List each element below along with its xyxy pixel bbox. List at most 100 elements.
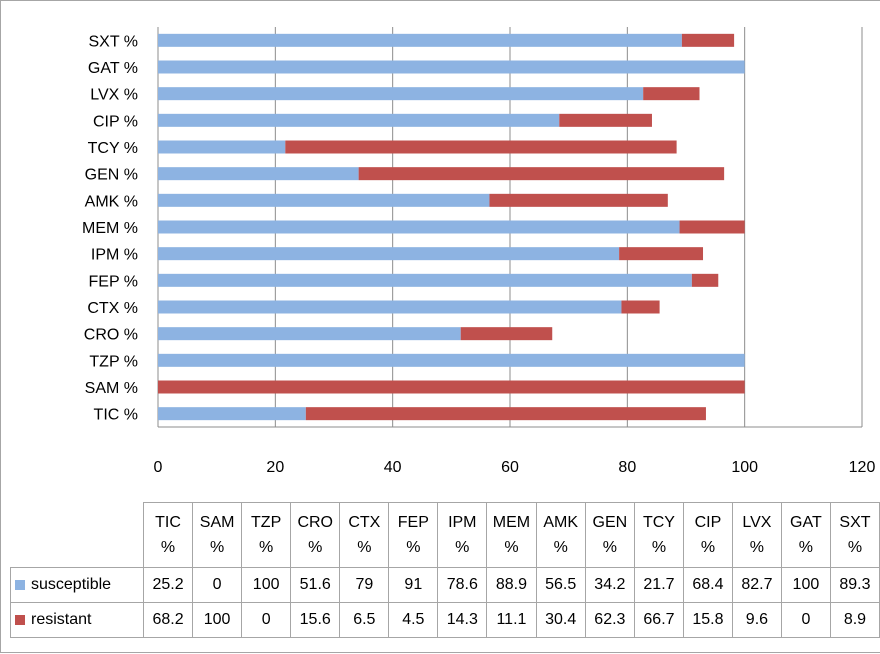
table-header-cell: FEP% (388, 502, 439, 568)
bar-susceptible (158, 327, 461, 341)
bar-resistant (460, 327, 553, 341)
bar-susceptible (158, 193, 490, 207)
y-category-label: LVX % (90, 87, 138, 104)
table-cell: 8.9 (829, 602, 880, 638)
table-cell: 0 (241, 602, 292, 638)
table-cell: 15.8 (682, 602, 733, 638)
bar-resistant (559, 113, 652, 127)
table-header-cell: TZP% (241, 502, 292, 568)
resistant-swatch (15, 614, 25, 625)
table-header-cell: IPM% (437, 502, 488, 568)
y-category-label: GAT % (88, 60, 138, 77)
bar-susceptible (158, 113, 560, 127)
data-table: TIC% SAM% TZP% CRO% CTX% FEP% IPM% MEM% AMK% GEN%… (9, 502, 880, 638)
table-header-cell: LVX% (731, 502, 782, 568)
table-row-susceptible: susceptible 25.2 0 100 51.6 79 91 78.6 88.9 56.5… (9, 567, 880, 603)
table-cell: 30.4 (535, 602, 586, 638)
y-category-label: CTX % (87, 300, 138, 317)
table-cell: 79 (339, 567, 390, 603)
table-header-cell: GAT% (780, 502, 831, 568)
table-cell: 62.3 (584, 602, 635, 638)
y-category-label: SXT % (89, 33, 139, 50)
legend-resistant-label: resistant (31, 611, 92, 628)
table-header-cell: MEM% (486, 502, 537, 568)
table-header-cell: CRO% (290, 502, 341, 568)
table-cell: 9.6 (731, 602, 782, 638)
table-header-cell: CTX% (339, 502, 390, 568)
table-cell: 100 (192, 602, 243, 638)
legend-susceptible-label: susceptible (31, 576, 112, 593)
table-header-cell: AMK% (535, 502, 586, 568)
table-cell: 34.2 (584, 567, 635, 603)
x-axis-labels: 0 20 40 60 80 100 120 (154, 459, 876, 476)
bar-susceptible (158, 87, 644, 101)
y-category-label: AMK % (85, 193, 138, 210)
y-category-label: TIC % (94, 407, 138, 424)
bar-susceptible (158, 407, 306, 421)
bar-susceptible (158, 60, 745, 74)
bar-resistant (285, 140, 677, 154)
y-category-label: CRO % (84, 327, 138, 344)
bar-susceptible (158, 247, 620, 261)
table-cell: 91 (388, 567, 439, 603)
bar-susceptible (158, 33, 682, 47)
table-header-row: TIC% SAM% TZP% CRO% CTX% FEP% IPM% MEM% AMK% GEN%… (10, 502, 880, 568)
table-cell: 11.1 (486, 602, 537, 638)
table-cell: 0 (780, 602, 831, 638)
y-category-label: SAM % (85, 380, 138, 397)
y-axis-labels: TIC % SAM % TZP % CRO % CTX % FEP % IPM % MEM %… (82, 33, 138, 423)
table-cell: 88.9 (486, 567, 537, 603)
table-header-cell: SXT% (829, 502, 880, 568)
y-category-label: MEM % (82, 220, 138, 237)
table-header-cell: TIC% (143, 502, 194, 568)
bar-susceptible (158, 167, 359, 181)
y-category-label: TCY % (88, 140, 138, 157)
table-cell: 51.6 (290, 567, 341, 603)
table-corner (10, 502, 145, 568)
table-cell: 56.5 (535, 567, 586, 603)
table-cell: 100 (780, 567, 831, 603)
table-header-cell: SAM% (192, 502, 243, 568)
y-category-label: CIP % (93, 113, 138, 130)
table-cell: 21.7 (633, 567, 684, 603)
legend-susceptible: susceptible (9, 567, 145, 603)
table-cell: 78.6 (437, 567, 488, 603)
x-tick-label: 60 (501, 459, 519, 476)
bar-susceptible (158, 353, 745, 367)
bar-resistant (681, 33, 735, 47)
y-category-label: FEP % (89, 273, 139, 290)
table-cell: 0 (192, 567, 243, 603)
table-cell: 100 (241, 567, 292, 603)
table-cell: 25.2 (143, 567, 194, 603)
table-cell: 15.6 (290, 602, 341, 638)
bar-resistant (621, 300, 660, 314)
table-row-resistant: resistant 68.2 100 0 15.6 6.5 4.5 14.3 11.1 30.4… (9, 602, 880, 638)
bar-susceptible (158, 140, 286, 154)
bar-resistant (679, 220, 745, 234)
table-cell: 66.7 (633, 602, 684, 638)
bar-resistant (305, 407, 706, 421)
bar-resistant (158, 380, 745, 394)
bar-resistant (643, 87, 700, 101)
x-tick-label: 20 (266, 459, 284, 476)
x-tick-label: 120 (849, 459, 876, 476)
x-tick-label: 100 (731, 459, 758, 476)
bar-susceptible (158, 300, 622, 314)
table-cell: 82.7 (731, 567, 782, 603)
x-tick-label: 0 (154, 459, 163, 476)
y-category-label: GEN % (85, 167, 138, 184)
table-cell: 14.3 (437, 602, 488, 638)
bar-resistant (619, 247, 704, 261)
bars (158, 33, 745, 421)
x-tick-label: 40 (384, 459, 402, 476)
legend-resistant: resistant (9, 602, 145, 638)
bar-resistant (691, 273, 719, 287)
table-cell: 68.2 (143, 602, 194, 638)
bar-susceptible (158, 220, 680, 234)
table-header-cell: TCY% (633, 502, 684, 568)
y-category-label: TZP % (89, 353, 138, 370)
bar-resistant (489, 193, 668, 207)
susceptible-swatch (15, 579, 25, 590)
table-cell: 4.5 (388, 602, 439, 638)
